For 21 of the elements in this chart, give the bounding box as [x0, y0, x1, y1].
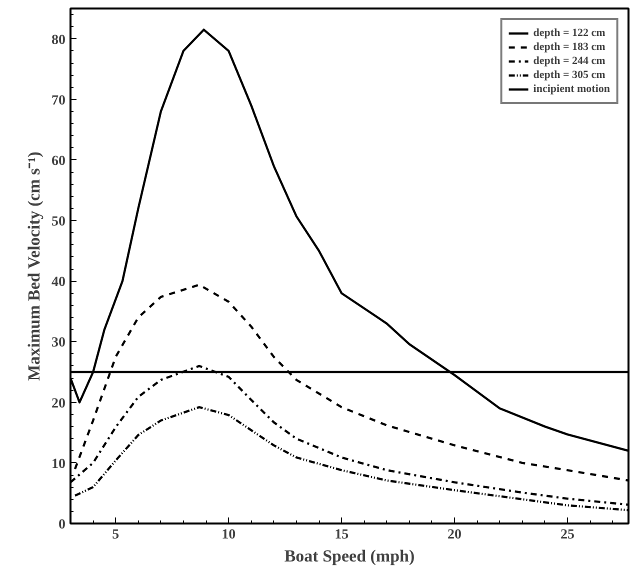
x-tick-label: 10 — [222, 528, 236, 542]
y-tick-label: 80 — [52, 32, 66, 48]
legend-label: depth = 305 cm — [533, 68, 606, 82]
y-tick-label: 0 — [58, 518, 66, 532]
y-tick-label: 40 — [52, 275, 66, 290]
y-tick-label: 70 — [52, 93, 66, 108]
x-tick-label: 15 — [334, 528, 349, 542]
x-tick-label: 5 — [112, 528, 120, 542]
legend-label: depth = 122 cm — [533, 26, 606, 40]
y-tick-label: 30 — [52, 336, 66, 351]
y-tick-label: 60 — [52, 154, 66, 169]
legend-label: depth = 244 cm — [533, 54, 606, 68]
y-tick-label: 20 — [52, 396, 66, 412]
x-tick-label: 20 — [448, 528, 462, 542]
y-axis-title: Maximum Bed Velocity (cm s⁻¹) — [24, 152, 44, 381]
y-tick-label: 50 — [52, 214, 66, 230]
x-tick-label: 25 — [560, 528, 575, 542]
y-tick-label: 10 — [52, 456, 66, 472]
x-axis-title: Boat Speed (mph) — [284, 546, 415, 566]
legend-label: depth = 183 cm — [533, 40, 606, 54]
legend-label: incipient motion — [533, 82, 610, 96]
